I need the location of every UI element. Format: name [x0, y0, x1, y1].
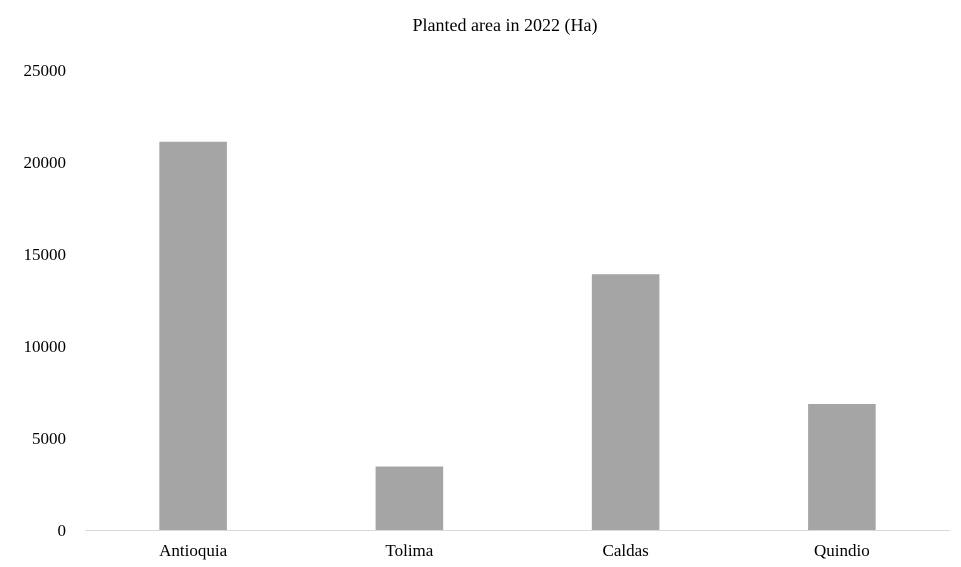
x-tick-label: Antioquia	[159, 541, 227, 560]
bar-quindio	[808, 403, 876, 530]
bar-tolima	[375, 466, 444, 530]
y-axis: 0 5000 10000 15000 20000 25000	[24, 61, 67, 540]
y-tick-label: 25000	[24, 61, 67, 80]
y-tick-label: 20000	[24, 153, 67, 172]
bars-group	[159, 141, 876, 530]
x-tick-label: Quindio	[814, 541, 870, 560]
bar-caldas	[591, 274, 660, 530]
x-tick-label: Caldas	[602, 541, 648, 560]
x-axis: Antioquia Tolima Caldas Quindio	[159, 541, 870, 560]
y-tick-label: 0	[58, 521, 67, 540]
chart-title: Planted area in 2022 (Ha)	[413, 15, 598, 36]
y-tick-label: 5000	[32, 429, 66, 448]
x-tick-label: Tolima	[385, 541, 433, 560]
y-tick-label: 10000	[24, 337, 67, 356]
y-tick-label: 15000	[24, 245, 67, 264]
bar-antioquia	[159, 141, 227, 530]
